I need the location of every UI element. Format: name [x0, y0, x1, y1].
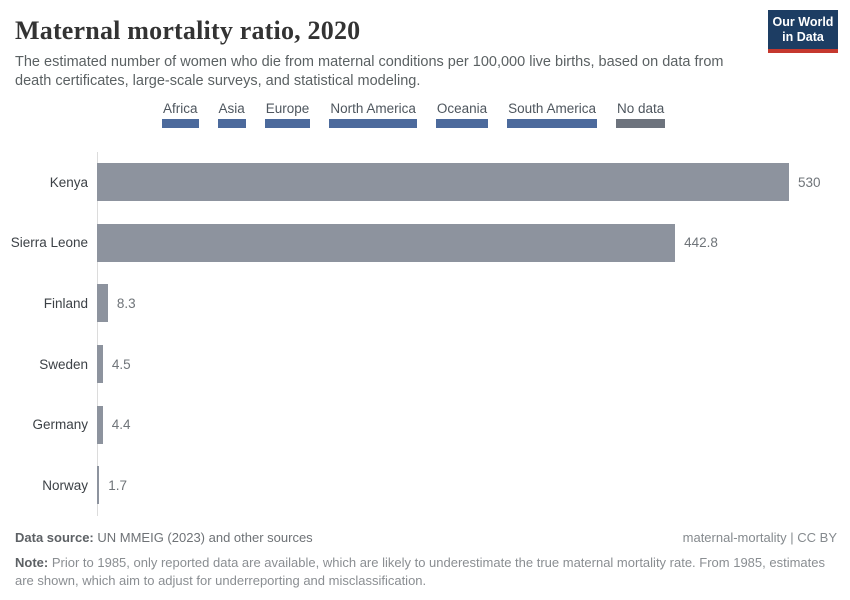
legend-label: North America [330, 101, 416, 116]
data-source-label: Data source: [15, 530, 94, 545]
footnote-text: Prior to 1985, only reported data are av… [15, 555, 826, 589]
data-source: Data source: UN MMEIG (2023) and other s… [15, 530, 313, 545]
bar-sweden[interactable] [97, 345, 103, 384]
category-label: Germany [32, 417, 88, 433]
chart-subtitle: The estimated number of women who die fr… [15, 54, 724, 90]
owid-logo-line1: Our World [772, 14, 834, 29]
bar-row-norway: Norway 1.7 [0, 455, 850, 516]
legend-item-north-america[interactable]: North America [329, 101, 417, 128]
page-title: Maternal mortality ratio, 2020 [15, 16, 361, 45]
bar-row-finland: Finland 8.3 [0, 273, 850, 334]
chart-footer: Data source: UN MMEIG (2023) and other s… [15, 530, 837, 590]
legend-label: Africa [163, 101, 198, 116]
legend-label: Asia [218, 101, 245, 116]
legend-item-south-america[interactable]: South America [507, 101, 597, 128]
bar-row-kenya: Kenya 530 [0, 152, 850, 213]
bar-row-sweden: Sweden 4.5 [0, 334, 850, 395]
value-label: 530 [798, 174, 821, 190]
category-label: Sierra Leone [10, 235, 88, 251]
bar-norway[interactable] [97, 466, 100, 505]
legend-item-europe[interactable]: Europe [264, 101, 311, 128]
plot-area: Kenya 530 Sierra Leone 442.8 Finland 8.3 Swede… [0, 152, 850, 516]
category-label: Kenya [49, 174, 88, 190]
value-label: 4.4 [111, 417, 131, 433]
legend-swatch [615, 119, 666, 128]
data-source-text: UN MMEIG (2023) and other sources [97, 530, 313, 545]
bar-finland[interactable] [97, 284, 108, 323]
footnote: Note: Prior to 1985, only reported data … [15, 554, 837, 590]
source-row: Data source: UN MMEIG (2023) and other s… [15, 530, 837, 545]
bar-germany[interactable] [97, 405, 103, 444]
category-label: Norway [42, 477, 88, 493]
category-label: Finland [43, 295, 88, 311]
legend-item-oceania[interactable]: Oceania [435, 101, 489, 128]
legend-label: Oceania [436, 101, 488, 116]
value-label: 1.7 [108, 477, 127, 493]
bar-row-germany: Germany 4.4 [0, 394, 850, 455]
legend-label: No data [616, 101, 665, 116]
owid-logo-line2: in Data [782, 29, 824, 44]
legend-swatch [435, 119, 489, 128]
legend-swatch [264, 119, 311, 128]
owid-logo[interactable]: Our World in Data [768, 10, 838, 53]
legend-swatch [329, 119, 417, 128]
value-label: 442.8 [684, 235, 718, 251]
legend-swatch [162, 119, 199, 128]
category-label: Sweden [39, 356, 88, 372]
y-axis-line [97, 152, 98, 516]
bar-sierra-leone[interactable] [97, 223, 676, 262]
legend-label: Europe [265, 101, 310, 116]
legend-item-asia[interactable]: Asia [217, 101, 246, 128]
license-link[interactable]: maternal-mortality | CC BY [682, 530, 837, 545]
bar-row-sierra-leone: Sierra Leone 442.8 [0, 213, 850, 274]
legend-item-no-data[interactable]: No data [615, 101, 666, 128]
legend-swatch [507, 119, 597, 128]
legend-item-africa[interactable]: Africa [162, 101, 199, 128]
value-label: 8.3 [116, 295, 136, 311]
bar-rows: Kenya 530 Sierra Leone 442.8 Finland 8.3 Swede… [0, 152, 850, 516]
legend: Africa Asia Europe North America Oceania Sout… [162, 101, 666, 128]
legend-label: South America [508, 101, 596, 116]
footnote-label: Note: [15, 555, 49, 570]
value-label: 4.5 [111, 356, 131, 372]
bar-kenya[interactable] [97, 163, 789, 202]
legend-swatch [217, 119, 246, 128]
